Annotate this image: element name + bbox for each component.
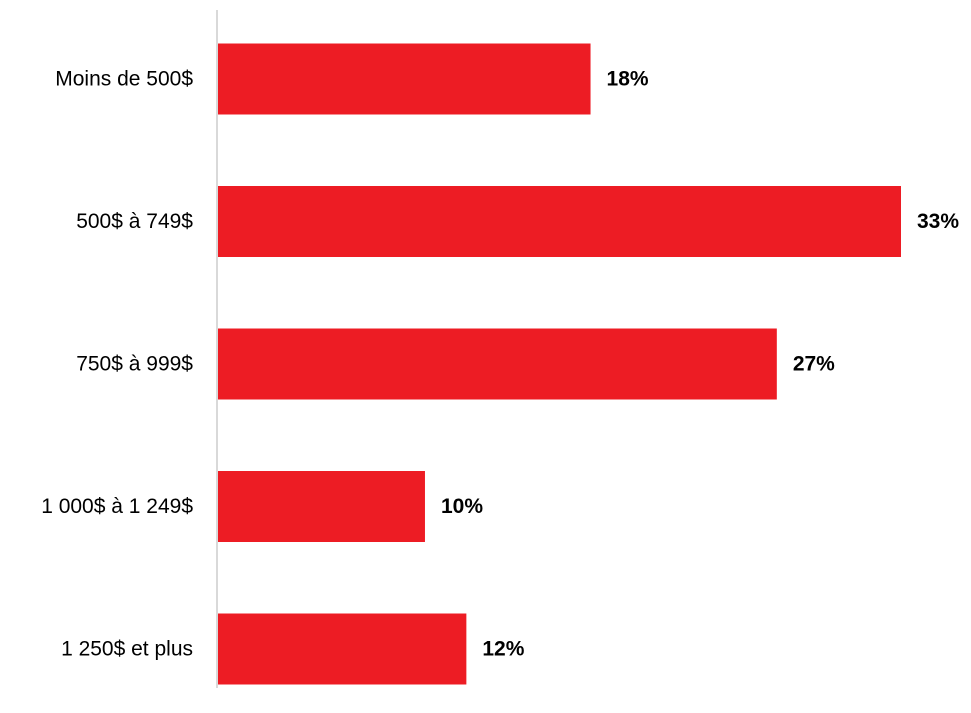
category-label-2: 750$ à 999$ — [76, 353, 193, 376]
value-label-4: 12% — [482, 638, 524, 661]
category-label-4: 1 250$ et plus — [61, 638, 193, 661]
labels-group: Moins de 500$ 18% 500$ à 749$ 33% 750$ à 999… — [41, 68, 959, 661]
bar-3 — [218, 471, 425, 542]
value-label-0: 18% — [607, 68, 649, 91]
bars-group — [218, 43, 901, 685]
category-label-0: Moins de 500$ — [55, 68, 193, 91]
value-label-2: 27% — [793, 353, 835, 376]
category-label-3: 1 000$ à 1 249$ — [41, 495, 193, 518]
bar-4 — [218, 613, 467, 685]
bar-0 — [218, 43, 591, 115]
value-label-3: 10% — [441, 495, 483, 518]
bar-1 — [218, 186, 901, 257]
category-label-1: 500$ à 749$ — [76, 210, 193, 233]
value-label-1: 33% — [917, 210, 959, 233]
bar-2 — [218, 328, 777, 400]
